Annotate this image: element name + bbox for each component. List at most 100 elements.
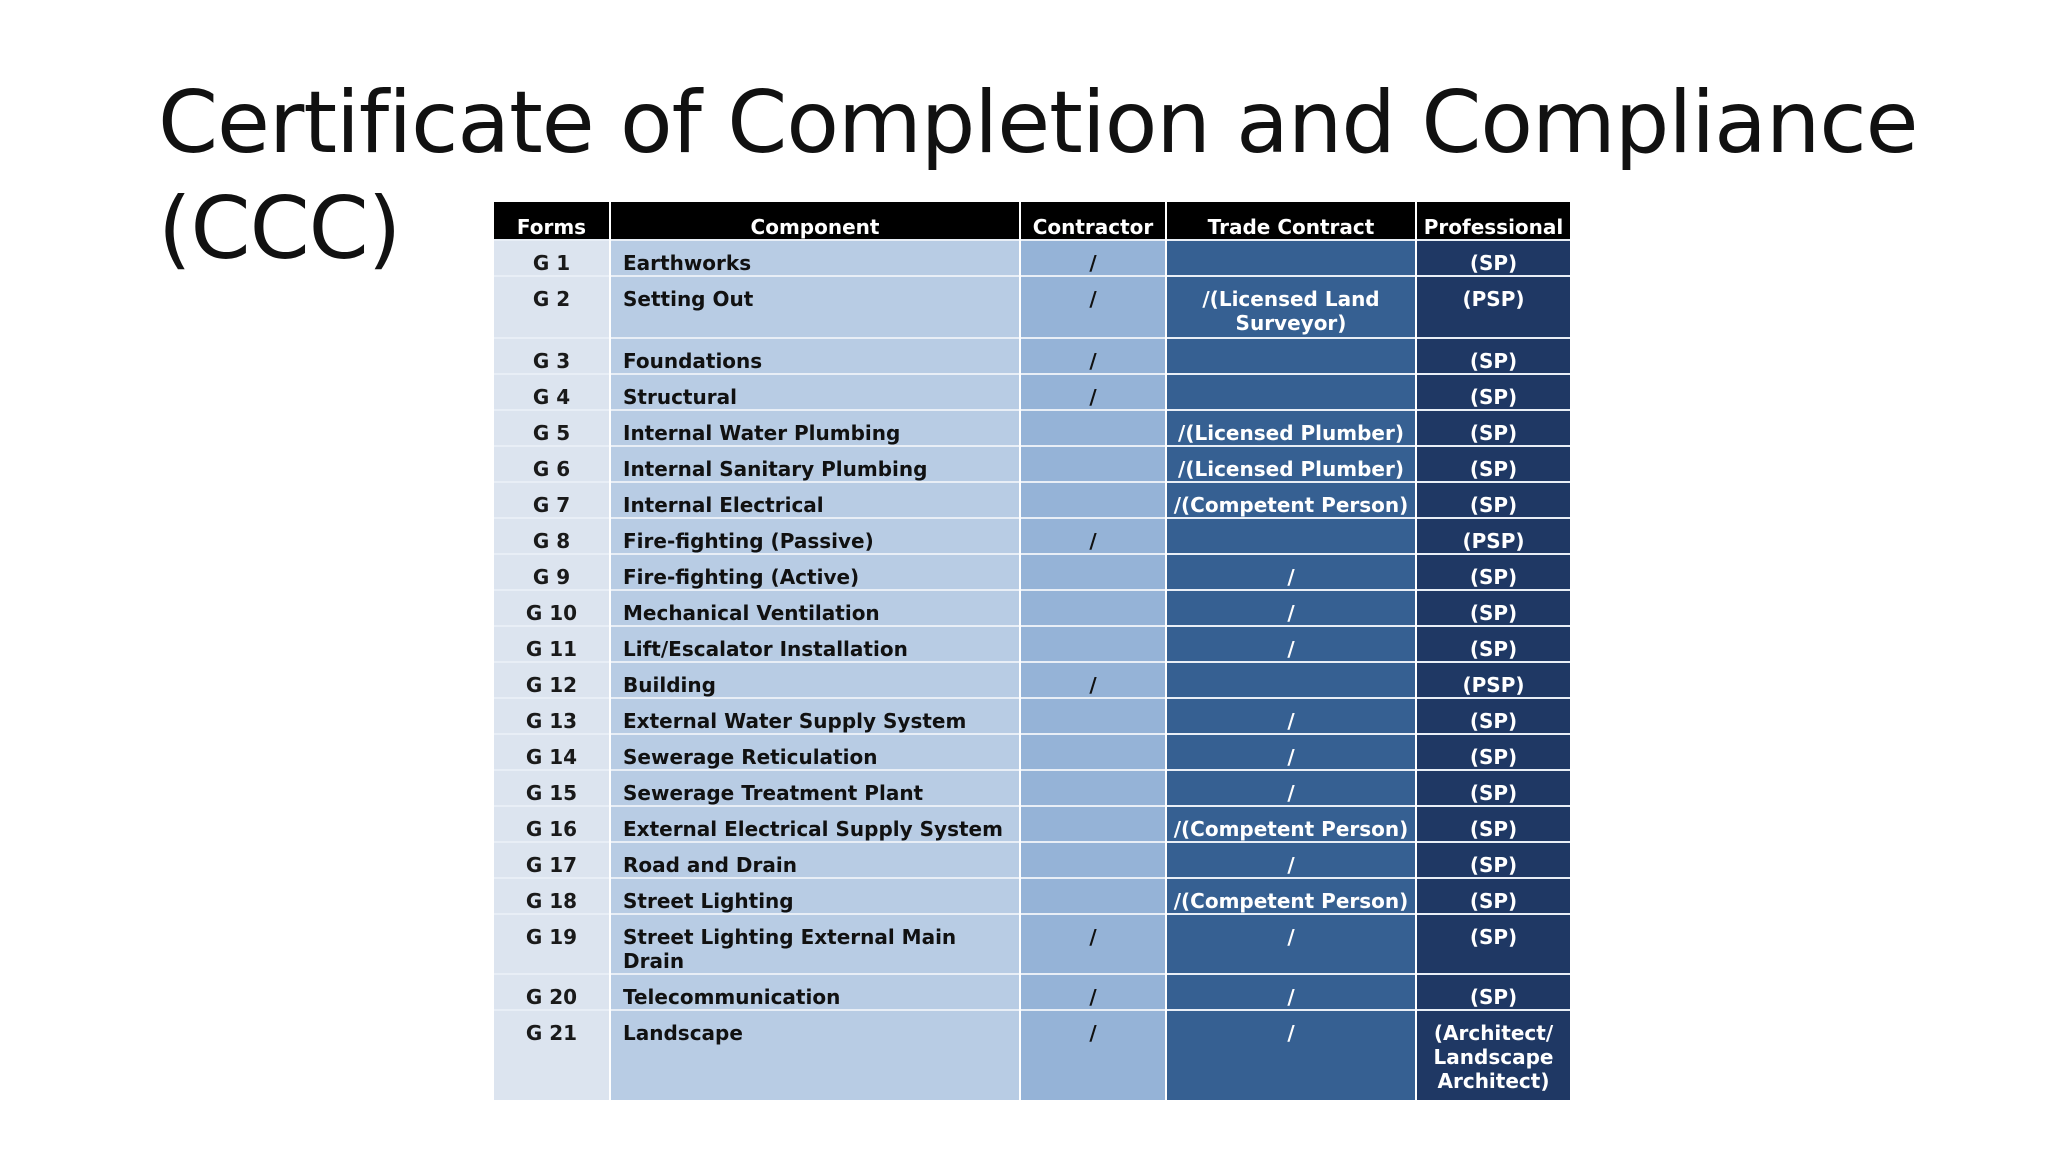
contractor-cell xyxy=(1020,481,1167,518)
trade-contract-cell xyxy=(1166,373,1417,410)
form-cell: G 21 xyxy=(494,1009,611,1100)
trade-contract-cell: / xyxy=(1166,553,1417,590)
form-cell: G 18 xyxy=(494,877,611,914)
table-header-row: Forms Component Contractor Trade Contrac… xyxy=(494,202,1570,240)
professional-cell: (PSP) xyxy=(1416,661,1570,698)
contractor-cell xyxy=(1020,769,1167,806)
professional-cell: (SP) xyxy=(1416,481,1570,518)
table-row: G 5 Internal Water Plumbing /(Licensed Plu… xyxy=(494,409,1570,446)
component-cell: Setting Out xyxy=(610,275,1021,338)
trade-contract-cell: /(Licensed Plumber) xyxy=(1166,445,1417,482)
form-cell: G 17 xyxy=(494,841,611,878)
contractor-cell: / xyxy=(1020,517,1167,554)
professional-cell: (SP) xyxy=(1416,697,1570,734)
contractor-cell: / xyxy=(1020,1009,1167,1100)
professional-cell: (SP) xyxy=(1416,913,1570,974)
trade-contract-cell: / xyxy=(1166,913,1417,974)
contractor-cell xyxy=(1020,877,1167,914)
professional-cell: (SP) xyxy=(1416,337,1570,374)
professional-cell: (SP) xyxy=(1416,877,1570,914)
contractor-cell: / xyxy=(1020,661,1167,698)
trade-contract-cell: /(Licensed Plumber) xyxy=(1166,409,1417,446)
table-row: G 10 Mechanical Ventilation / (SP) xyxy=(494,589,1570,626)
trade-contract-cell: / xyxy=(1166,625,1417,662)
component-cell: Mechanical Ventilation xyxy=(610,589,1021,626)
table-row: G 18 Street Lighting /(Competent Person) (S… xyxy=(494,877,1570,914)
ccc-forms-table: Forms Component Contractor Trade Contrac… xyxy=(494,202,1570,1100)
component-cell: Lift/Escalator Installation xyxy=(610,625,1021,662)
trade-contract-cell: /(Competent Person) xyxy=(1166,877,1417,914)
professional-cell: (SP) xyxy=(1416,373,1570,410)
contractor-cell: / xyxy=(1020,275,1167,338)
professional-cell: (SP) xyxy=(1416,805,1570,842)
professional-cell: (SP) xyxy=(1416,841,1570,878)
contractor-cell: / xyxy=(1020,913,1167,974)
table-row: G 14 Sewerage Reticulation / (SP) xyxy=(494,733,1570,770)
trade-contract-cell: / xyxy=(1166,733,1417,770)
table-row: G 7 Internal Electrical /(Competent Person… xyxy=(494,481,1570,518)
trade-contract-cell: / xyxy=(1166,697,1417,734)
header-trade-contract: Trade Contract xyxy=(1166,202,1417,240)
form-cell: G 8 xyxy=(494,517,611,554)
component-cell: Street Lighting External Main Drain xyxy=(610,913,1021,974)
table-row: G 6 Internal Sanitary Plumbing /(Licensed … xyxy=(494,445,1570,482)
header-professional: Professional xyxy=(1416,202,1570,240)
table-row: G 13 External Water Supply System / (SP) xyxy=(494,697,1570,734)
form-cell: G 13 xyxy=(494,697,611,734)
professional-cell: (PSP) xyxy=(1416,275,1570,338)
component-cell: Structural xyxy=(610,373,1021,410)
contractor-cell xyxy=(1020,841,1167,878)
trade-contract-cell xyxy=(1166,517,1417,554)
professional-cell: (SP) xyxy=(1416,589,1570,626)
professional-cell: (SP) xyxy=(1416,409,1570,446)
form-cell: G 19 xyxy=(494,913,611,974)
component-cell: Street Lighting xyxy=(610,877,1021,914)
form-cell: G 11 xyxy=(494,625,611,662)
component-cell: Road and Drain xyxy=(610,841,1021,878)
table-row: G 1 Earthworks / (SP) xyxy=(494,239,1570,276)
trade-contract-cell xyxy=(1166,239,1417,276)
contractor-cell xyxy=(1020,697,1167,734)
header-contractor: Contractor xyxy=(1020,202,1167,240)
form-cell: G 12 xyxy=(494,661,611,698)
contractor-cell: / xyxy=(1020,337,1167,374)
form-cell: G 9 xyxy=(494,553,611,590)
component-cell: Landscape xyxy=(610,1009,1021,1100)
table-row: G 20 Telecommunication / / (SP) xyxy=(494,973,1570,1010)
contractor-cell xyxy=(1020,589,1167,626)
contractor-cell xyxy=(1020,445,1167,482)
form-cell: G 10 xyxy=(494,589,611,626)
contractor-cell xyxy=(1020,625,1167,662)
form-cell: G 5 xyxy=(494,409,611,446)
table-row: G 9 Fire-fighting (Active) / (SP) xyxy=(494,553,1570,590)
professional-cell: (SP) xyxy=(1416,733,1570,770)
trade-contract-cell: / xyxy=(1166,841,1417,878)
form-cell: G 15 xyxy=(494,769,611,806)
table-row: G 11 Lift/Escalator Installation / (SP) xyxy=(494,625,1570,662)
component-cell: Building xyxy=(610,661,1021,698)
trade-contract-cell: / xyxy=(1166,1009,1417,1100)
contractor-cell: / xyxy=(1020,239,1167,276)
table-row: G 4 Structural / (SP) xyxy=(494,373,1570,410)
contractor-cell: / xyxy=(1020,973,1167,1010)
component-cell: Internal Water Plumbing xyxy=(610,409,1021,446)
form-cell: G 7 xyxy=(494,481,611,518)
professional-cell: (SP) xyxy=(1416,625,1570,662)
trade-contract-cell: / xyxy=(1166,589,1417,626)
contractor-cell xyxy=(1020,409,1167,446)
slide-title: Certificate of Completion and Compliance… xyxy=(158,73,1919,279)
professional-cell: (SP) xyxy=(1416,239,1570,276)
table-body: G 1 Earthworks / (SP) G 2 Setting Out //(Licen… xyxy=(494,239,1570,1100)
component-cell: Internal Sanitary Plumbing xyxy=(610,445,1021,482)
trade-contract-cell: / xyxy=(1166,973,1417,1010)
component-cell: Telecommunication xyxy=(610,973,1021,1010)
professional-cell: (Architect/ Landscape Architect) xyxy=(1416,1009,1570,1100)
contractor-cell: / xyxy=(1020,373,1167,410)
form-cell: G 20 xyxy=(494,973,611,1010)
component-cell: External Electrical Supply System xyxy=(610,805,1021,842)
table-row: G 15 Sewerage Treatment Plant / (SP) xyxy=(494,769,1570,806)
table-row: G 3 Foundations / (SP) xyxy=(494,337,1570,374)
component-cell: External Water Supply System xyxy=(610,697,1021,734)
table-row: G 17 Road and Drain / (SP) xyxy=(494,841,1570,878)
form-cell: G 14 xyxy=(494,733,611,770)
